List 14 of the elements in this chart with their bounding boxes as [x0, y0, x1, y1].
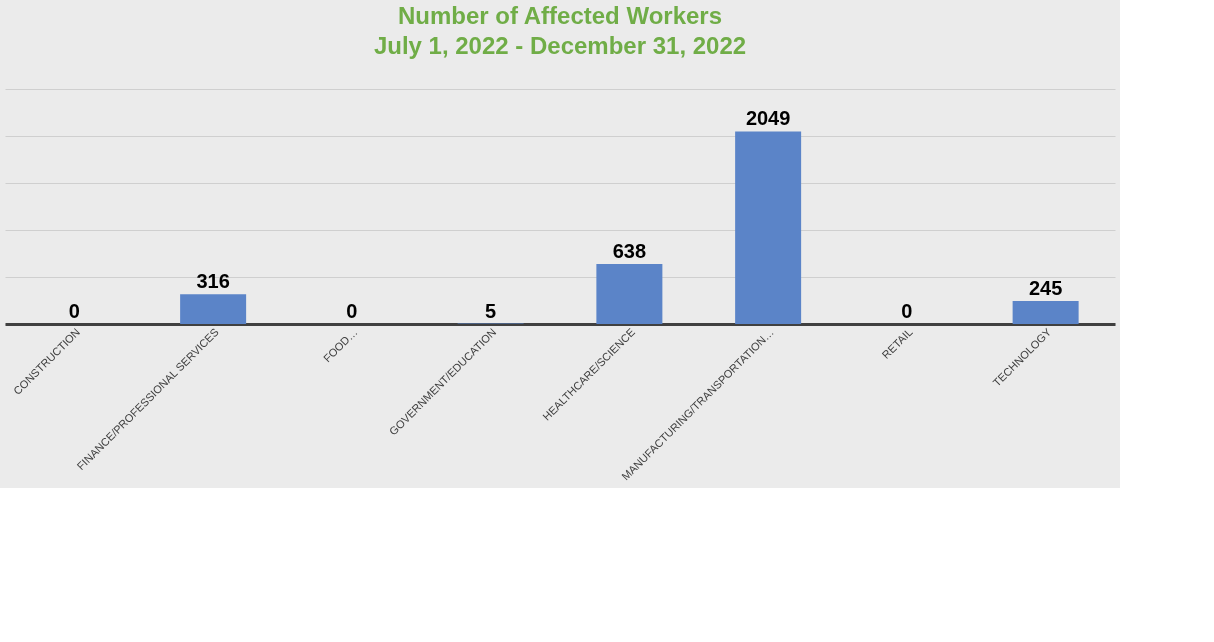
chart-subtitle: July 1, 2022 - December 31, 2022 — [373, 32, 747, 59]
data-label: 5 — [485, 299, 497, 322]
data-label: 245 — [1028, 276, 1063, 299]
chart-title: Number of Affected Workers — [397, 2, 723, 29]
bar — [596, 264, 663, 324]
bar — [180, 294, 247, 324]
data-label: 0 — [901, 300, 913, 322]
data-label: 0 — [346, 300, 358, 322]
data-label: 638 — [612, 240, 647, 263]
bar — [1012, 300, 1079, 324]
data-label: 0 — [68, 300, 80, 322]
data-label: 316 — [196, 270, 230, 293]
data-label: 2049 — [745, 107, 791, 130]
bar — [735, 131, 802, 324]
